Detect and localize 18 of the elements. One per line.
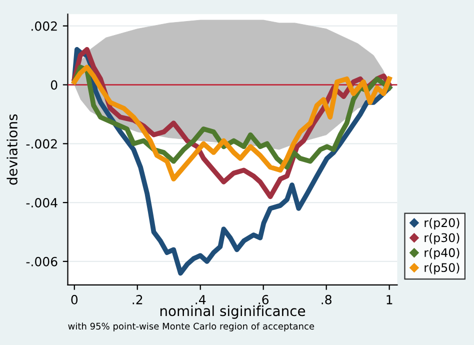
y-tick-label: -.006 [26, 256, 58, 266]
x-tick-label: .2 [132, 294, 142, 304]
y-tick-label: -.002 [26, 139, 57, 149]
y-tick-label: -.004 [26, 198, 58, 208]
y-tick-label: 0 [50, 80, 58, 90]
y-tick-label: .002 [32, 21, 57, 31]
x-tick-label: 1 [386, 295, 392, 304]
legend-label: r(p30) [424, 233, 460, 244]
y-axis-title: deviations [6, 114, 18, 185]
legend-label: r(p20) [424, 218, 460, 230]
legend-label: r(p40) [424, 248, 460, 260]
x-tick-label: .8 [322, 294, 332, 304]
text: with 95% point-wise Monte Carlo region of acceptance [68, 322, 314, 332]
x-tick-label: .4 [196, 295, 206, 304]
x-tick-label: 0 [71, 294, 78, 304]
x-tick-label: .6 [258, 294, 269, 304]
x-axis-title: nominal siginificance [160, 305, 306, 319]
legend-label: r(p50) [424, 262, 460, 274]
